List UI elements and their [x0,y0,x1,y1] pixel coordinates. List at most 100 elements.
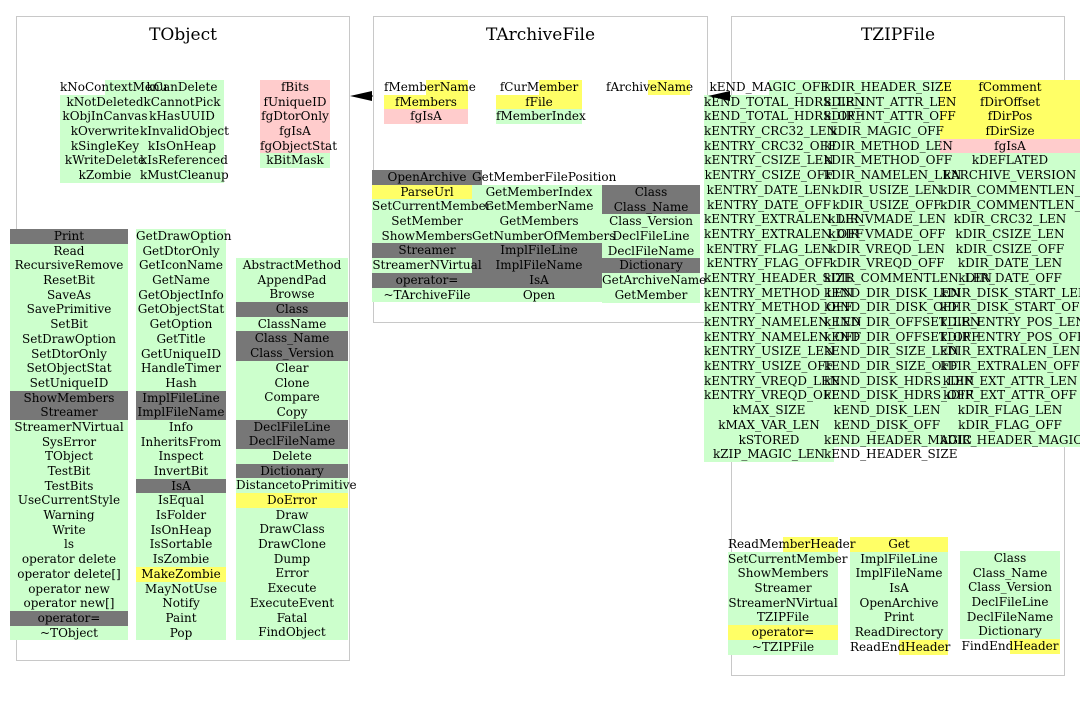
member-cell[interactable]: kDIR_ENTRY_POS_LEN [940,315,1080,330]
member-cell[interactable]: Dictionary [960,624,1060,640]
member-cell[interactable]: ~TZIPFile [728,639,838,655]
member-cell[interactable]: Class_Version [236,346,348,361]
member-cell[interactable]: ShowMembers [372,228,482,244]
member-cell[interactable]: kEND_DIR_DISK_LEN [824,285,960,301]
member-cell[interactable]: kDIR_DISK_START_LEN [940,285,1080,301]
member-cell[interactable]: ReadEndHeader [850,639,950,655]
member-cell[interactable]: fMembers [384,94,468,110]
member-cell[interactable]: kDIR_METHOD_LEN [824,138,953,154]
member-cell[interactable]: kEND_HEADER_SIZE [824,447,958,462]
member-cell[interactable]: Dump [236,551,348,567]
member-cell[interactable]: kHasUUID [140,109,224,125]
member-cell[interactable]: IsSortable [136,537,226,553]
member-cell[interactable]: Copy [236,404,348,420]
member-cell[interactable]: Class_Name [236,331,348,347]
member-cell[interactable]: Notify [136,596,226,611]
member-cell[interactable]: kENTRY_FLAG_OFF [704,256,834,271]
member-cell[interactable]: RecursiveRemove [10,258,128,274]
member-cell[interactable]: StreamerNVirtual [728,595,838,611]
member-cell[interactable]: SetUniqueID [10,375,128,391]
member-cell[interactable]: operator= [728,625,838,640]
member-cell[interactable]: SetCurrentMember [728,551,847,567]
member-cell[interactable]: kEND_DISK_HDRS_OFF [824,388,974,404]
member-cell[interactable]: kWriteDelete [60,153,150,169]
member-cell[interactable]: ResetBit [10,273,128,288]
member-cell[interactable]: fFile [496,94,582,110]
member-cell[interactable]: SysError [10,434,128,450]
member-cell[interactable]: ExecuteEvent [236,595,348,611]
member-cell[interactable]: fDirPos [940,109,1080,125]
member-cell[interactable]: kObjInCanvas [60,109,150,125]
member-cell[interactable]: kARCHIVE_VERSION [940,168,1080,183]
member-cell[interactable]: Compare [236,390,348,405]
member-cell[interactable]: StreamerNVirtual [10,419,128,435]
member-cell[interactable]: GetDtorOnly [136,243,226,259]
member-cell[interactable]: kMustCleanup [140,168,229,183]
member-cell[interactable]: Clone [236,375,348,391]
member-cell[interactable]: GetObjectStat [136,302,226,318]
member-cell[interactable]: kIsOnHeap [140,138,224,154]
member-cell[interactable]: fUniqueID [260,94,330,110]
member-cell[interactable]: ReadDirectory [850,625,948,640]
member-cell[interactable]: kNoContextMenu [60,80,168,95]
member-cell[interactable]: Draw [236,507,348,523]
member-cell[interactable]: Open [472,287,606,303]
member-cell[interactable]: kDIR_DATE_LEN [940,256,1080,271]
member-cell[interactable]: TestBit [10,464,128,479]
member-cell[interactable]: fMemberIndex [496,109,586,125]
member-cell[interactable]: kDIR_NAMELEN_LEN [824,168,961,183]
member-cell[interactable]: kENTRY_CSIZE_LEN [704,153,834,169]
member-cell[interactable]: kDIR_VMADE_LEN [824,212,950,227]
member-cell[interactable]: kDEFLATED [940,153,1080,169]
member-cell[interactable]: Class [602,185,700,200]
member-cell[interactable]: kENTRY_HEADER_SIZE [704,270,853,286]
member-cell[interactable]: ParseUrl [372,184,482,200]
member-cell[interactable]: kENTRY_CRC32_LEN [704,124,837,139]
member-cell[interactable]: GetMembers [472,214,606,229]
member-cell[interactable]: GetMemberName [472,199,606,215]
member-cell[interactable]: Inspect [136,449,226,464]
member-cell[interactable]: FindEndHeader [960,639,1060,654]
member-cell[interactable]: operator delete[] [10,566,128,582]
member-cell[interactable]: kEND_DISK_LEN [824,403,950,418]
member-cell[interactable]: Print [10,229,128,244]
member-cell[interactable]: IsZombie [136,552,226,567]
member-cell[interactable]: kDIR_METHOD_OFF [824,153,952,169]
member-cell[interactable]: Get [850,537,948,552]
member-cell[interactable]: fMemberName [384,80,476,95]
member-cell[interactable]: ~TArchiveFile [372,287,482,303]
member-cell[interactable]: TZIPFile [728,610,838,626]
member-cell[interactable]: FindObject [236,625,348,640]
member-cell[interactable]: fBits [260,80,330,95]
member-cell[interactable]: kNotDeleted [60,94,150,110]
member-cell[interactable]: ImplFileName [472,258,606,273]
member-cell[interactable]: kZIP_MAGIC_LEN [704,447,834,462]
member-cell[interactable]: kCanDelete [140,80,224,95]
member-cell[interactable]: Warning [10,508,128,523]
member-cell[interactable]: operator= [10,610,128,626]
member-cell[interactable]: Class [236,302,348,317]
member-cell[interactable]: IsA [472,272,606,288]
member-cell[interactable]: kENTRY_FLAG_LEN [704,241,834,257]
member-cell[interactable]: InvertBit [136,464,226,479]
member-cell[interactable]: DistancetoPrimitive [236,478,357,493]
member-cell[interactable]: GetMember [602,287,700,303]
member-cell[interactable]: kENTRY_METHOD_LEN [704,285,853,301]
member-cell[interactable]: operator= [372,272,482,288]
member-cell[interactable]: DeclFileLine [236,419,348,435]
member-cell[interactable]: fgObjectStat [260,138,337,154]
member-cell[interactable]: SetBit [10,317,128,332]
member-cell[interactable]: Streamer [372,243,482,259]
member-cell[interactable]: GetTitle [136,331,226,347]
member-cell[interactable]: kDIR_INT_ATTR_LEN [824,94,956,110]
member-cell[interactable]: fComment [940,80,1080,95]
member-cell[interactable]: ~TObject [10,625,128,641]
member-cell[interactable]: Class_Version [602,214,700,230]
member-cell[interactable]: kEND_MAGIC_OFF [704,80,834,95]
member-cell[interactable]: AppendPad [236,272,348,288]
member-cell[interactable]: InheritsFrom [136,434,226,450]
member-cell[interactable]: ImplFileLine [136,390,226,406]
member-cell[interactable]: operator new[] [10,596,128,611]
member-cell[interactable]: kDIR_FLAG_OFF [940,417,1080,433]
member-cell[interactable]: DeclFileName [602,243,700,259]
